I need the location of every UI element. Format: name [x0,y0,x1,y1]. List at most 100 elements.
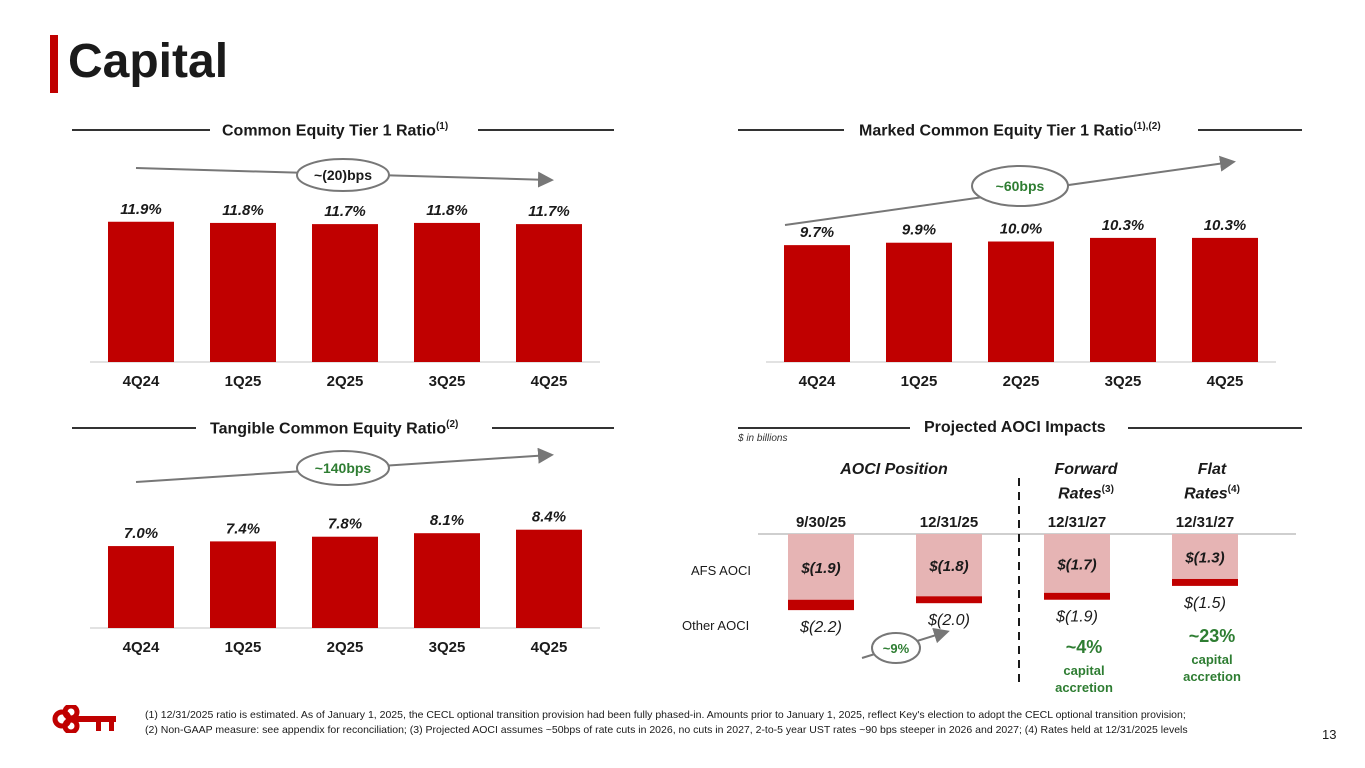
section-rule [1198,129,1302,131]
aoci-afs-label: $(1.3) [1184,549,1224,566]
footnote-line: (1) 12/31/2025 ratio is estimated. As of… [145,709,1186,721]
data-label: 11.7% [528,203,569,220]
bar [516,529,582,628]
category-label: 3Q25 [429,373,466,390]
data-label: 7.0% [124,525,158,542]
data-label: 7.8% [328,516,362,533]
trend-annotation-bubble [296,158,390,192]
bar [210,541,276,628]
aoci-other-bar [1172,578,1238,586]
chart-title-aoci: Projected AOCI Impacts [924,419,1106,436]
accretion-forward-value: ~4% [1065,637,1103,657]
data-label: 10.3% [1102,217,1145,234]
page-number: 13 [1322,727,1337,742]
data-label: 10.0% [1000,221,1043,238]
aoci-afs-label: $(1.7) [1056,556,1096,573]
aoci-total-label: $(2.0) [927,612,970,629]
aoci-total-label: $(2.2) [799,619,842,636]
aoci-date-label: 12/31/27 [1176,514,1234,531]
category-label: 4Q24 [799,373,836,390]
aoci-afs-bar [788,534,854,600]
data-label: 8.4% [532,509,566,526]
category-label: 4Q25 [1207,373,1244,390]
category-label: 2Q25 [1003,373,1040,390]
aoci-afs-label: $(1.8) [928,558,968,575]
bar [1090,237,1156,362]
section-rule [72,129,210,131]
bar [988,241,1054,362]
aoci-date-label: 12/31/27 [1048,514,1106,531]
category-label: 1Q25 [225,373,262,390]
category-label: 3Q25 [1105,373,1142,390]
accretion-flat-value: ~23% [1188,626,1236,646]
key-logo-icon [52,705,116,733]
section-rule [492,427,614,429]
accretion-forward-label: capital accretion [1055,663,1113,695]
title-accent-bar [50,35,58,93]
chart-title-tce: Tangible Common Equity Ratio(2) [210,419,459,438]
section-rule [1128,427,1302,429]
data-label: 9.9% [902,222,936,239]
section-rule [478,129,614,131]
category-label: 4Q24 [123,373,160,390]
aoci-other-bar [1044,592,1110,600]
accretion-flat-label: capital accretion [1183,652,1241,684]
category-label: 1Q25 [901,373,938,390]
bar [516,224,582,362]
aoci-afs-bar [1172,534,1238,579]
aoci-afs-label: $(1.9) [800,560,840,577]
bar [886,242,952,362]
bar [784,245,850,362]
aoci-afs-bar [916,534,982,597]
trend-annotation-bubble [296,450,390,486]
aoci-total-label: $(1.5) [1183,595,1226,612]
aoci-afs-bar [1044,534,1110,593]
page-title: Capital [68,35,229,88]
bar [312,536,378,628]
section-rule [72,427,196,429]
bar [108,221,174,362]
category-label: 4Q24 [123,639,160,656]
trend-annotation: ~(20)bps [314,167,372,183]
aoci-position-header: AOCI Position [840,461,948,478]
row-label-other: Other AOCI [682,618,750,633]
data-label: 7.4% [226,520,260,537]
forward-rates-header: Forward Rates(3) [1054,461,1118,503]
row-label-afs: AFS AOCI [691,563,751,578]
category-label: 2Q25 [327,639,364,656]
footnote-line: (2) Non-GAAP measure: see appendix for r… [145,724,1188,736]
unit-note: $ in billions [738,433,788,444]
bar [1192,237,1258,362]
bar [414,533,480,628]
bar [312,224,378,362]
aoci-other-bar [916,596,982,604]
footnotes: (1) 12/31/2025 ratio is estimated. As of… [145,708,1295,738]
aoci-other-bar [788,599,854,611]
trend-annotation-bubble [971,165,1069,207]
aoci-date-label: 12/31/25 [920,514,978,531]
section-rule [738,427,910,429]
data-label: 9.7% [800,224,834,241]
data-label: 11.8% [222,202,263,219]
bar [210,222,276,362]
bar [108,546,174,628]
change-badge-bubble [871,632,921,664]
category-label: 4Q25 [531,373,568,390]
trend-annotation: ~140bps [315,460,372,476]
chart-title-cet1: Common Equity Tier 1 Ratio(1) [222,121,449,140]
category-label: 4Q25 [531,639,568,656]
data-label: 8.1% [430,512,464,529]
aoci-total-label: $(1.9) [1055,609,1098,626]
data-label: 11.9% [120,201,161,218]
category-label: 1Q25 [225,639,262,656]
bar [414,222,480,362]
category-label: 3Q25 [429,639,466,656]
flat-rates-header: Flat Rates(4) [1184,461,1240,503]
aoci-date-label: 9/30/25 [796,514,846,531]
trend-annotation: ~60bps [996,178,1045,194]
category-label: 2Q25 [327,373,364,390]
data-label: 10.3% [1204,217,1247,234]
data-label: 11.8% [426,202,467,219]
section-rule [738,129,844,131]
